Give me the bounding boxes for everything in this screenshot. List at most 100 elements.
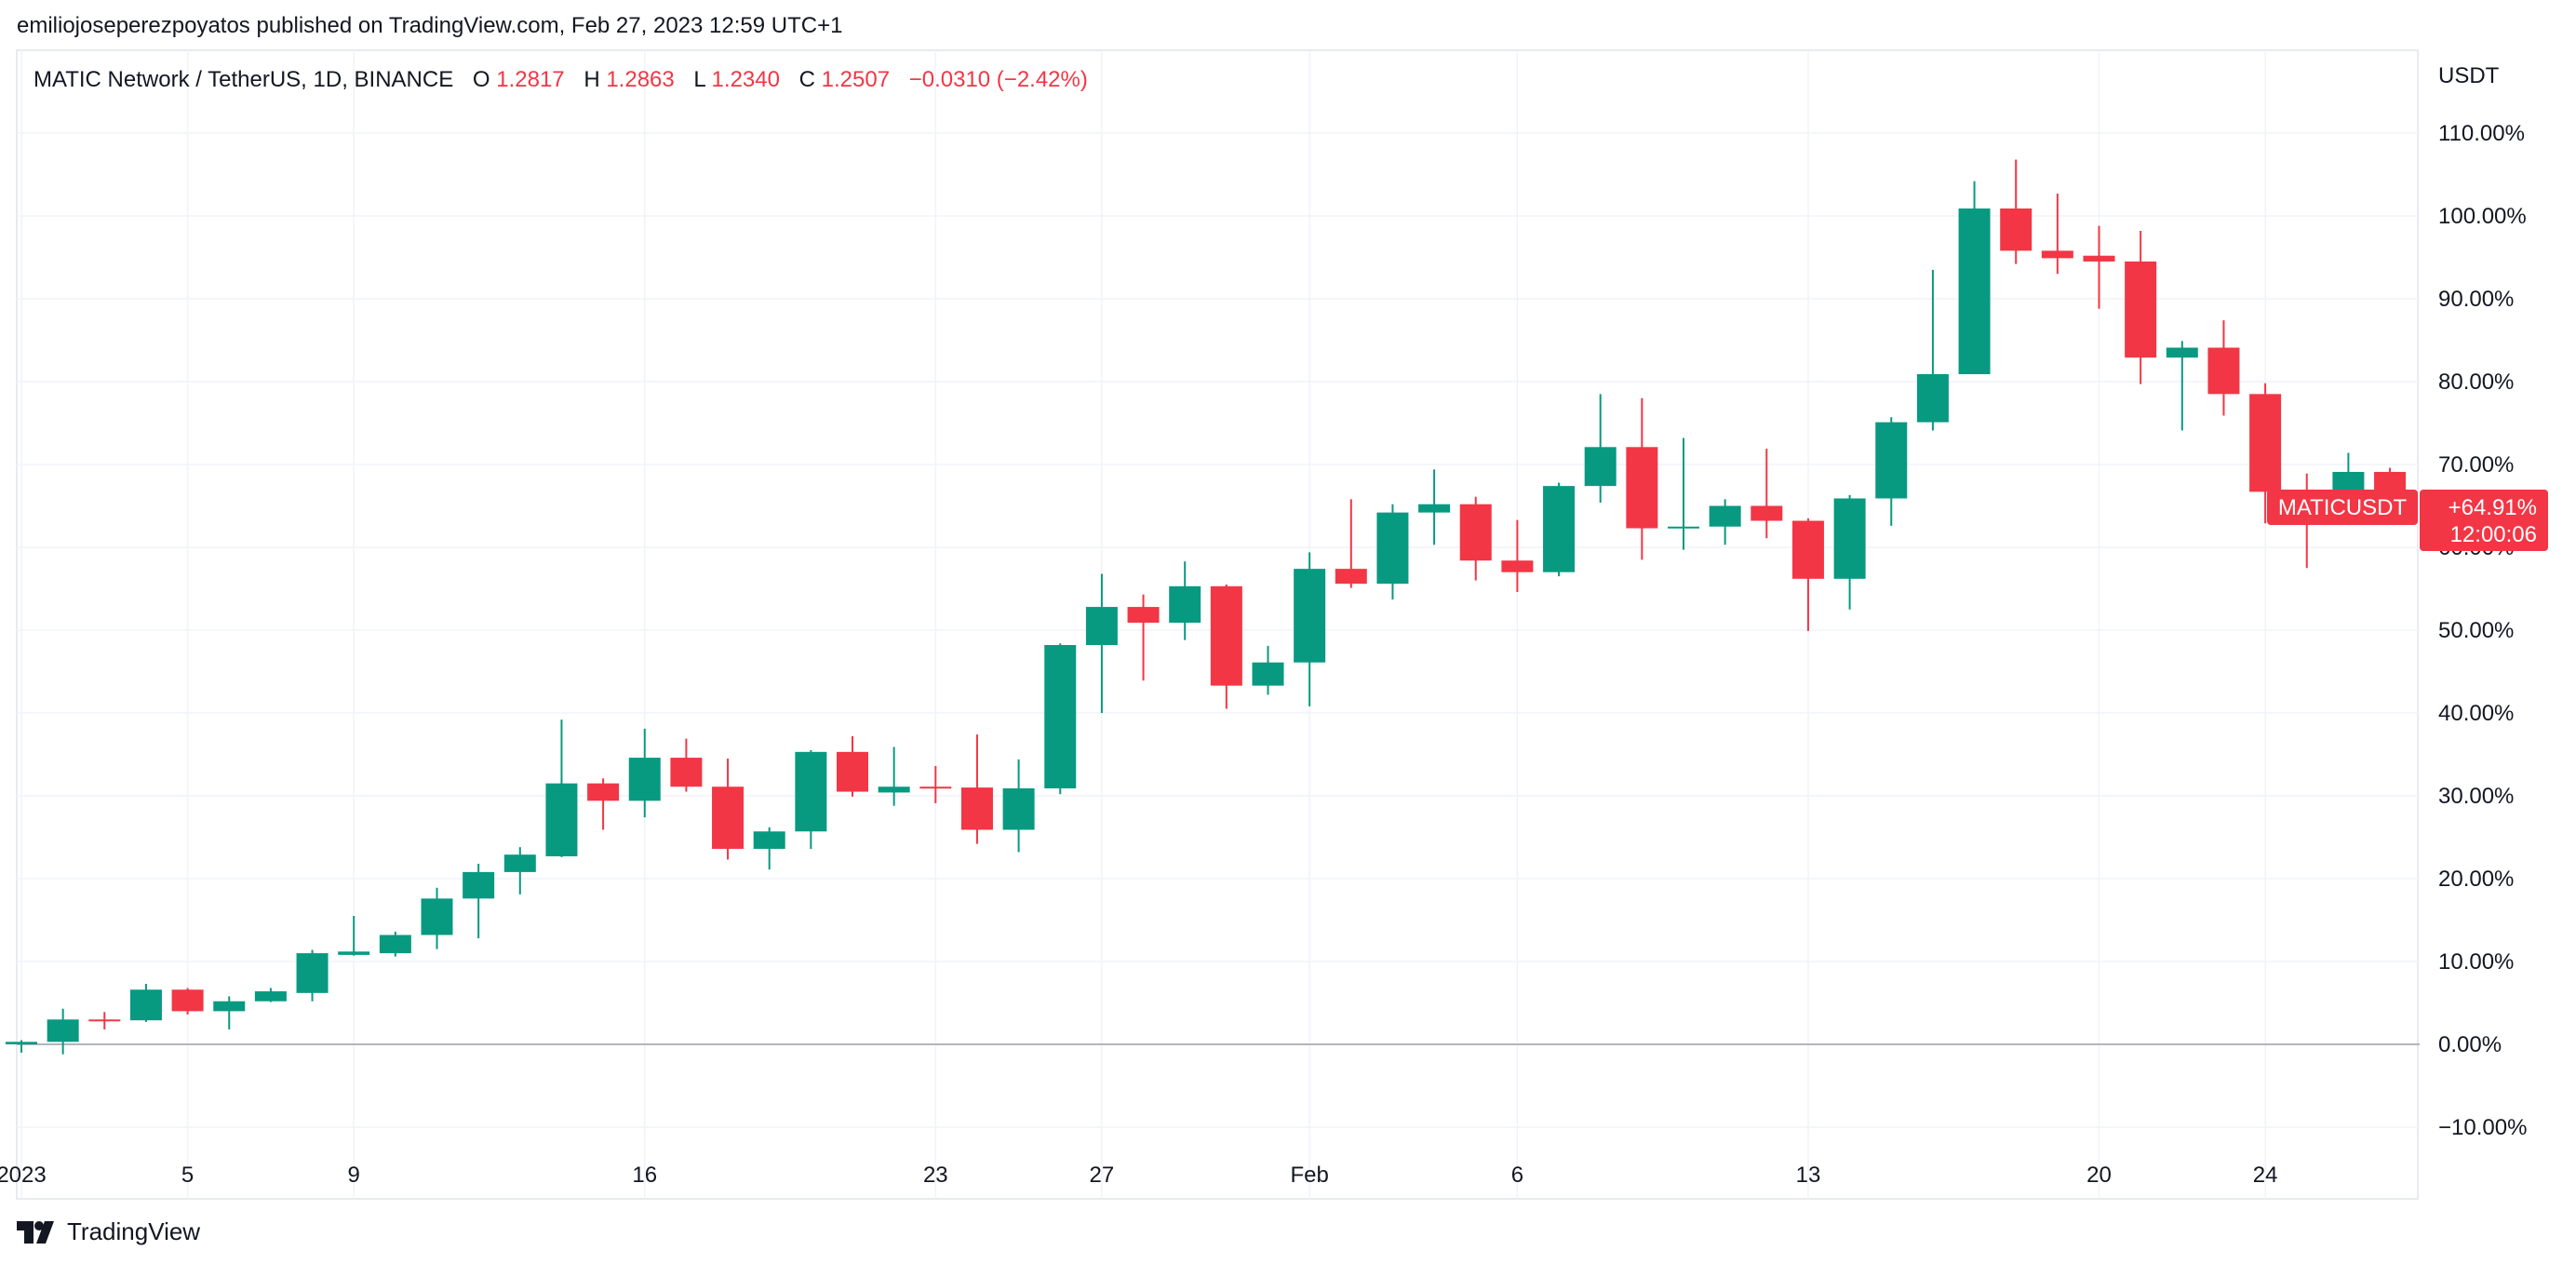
y-tick-label: 20.00% xyxy=(2438,867,2514,892)
symbol-tag xyxy=(2267,490,2418,525)
candle-body xyxy=(421,898,453,935)
candle-up xyxy=(1958,181,1991,374)
candle-body xyxy=(296,953,329,993)
x-tick-label: Feb xyxy=(1290,1163,1328,1188)
legend-open-label: O xyxy=(473,67,490,92)
candle-body xyxy=(2083,255,2115,262)
candle-up xyxy=(795,750,827,849)
candle-up xyxy=(545,719,578,857)
candle-up xyxy=(1709,499,1741,545)
candle-up xyxy=(254,988,287,1002)
y-tick-label: 0.00% xyxy=(2438,1032,2502,1057)
candle-body xyxy=(878,787,910,793)
candle-body xyxy=(1127,607,1160,623)
candle-up xyxy=(1002,759,1035,853)
legend-close-label: C xyxy=(799,67,815,92)
candle-up xyxy=(878,746,910,806)
candle-up xyxy=(503,847,536,894)
legend-high-label: H xyxy=(584,67,599,92)
candle-body xyxy=(1210,585,1242,686)
candle-body xyxy=(587,783,620,801)
candle-up xyxy=(213,996,246,1029)
candle-down xyxy=(88,1012,121,1029)
candle-body xyxy=(1002,787,1035,830)
candle-down xyxy=(2125,231,2157,384)
candle-body xyxy=(2041,250,2073,259)
candle-up xyxy=(1294,552,1326,706)
candle-body xyxy=(463,871,495,899)
plot-frame xyxy=(16,49,2419,1200)
candle-body xyxy=(2166,347,2198,358)
candle-up xyxy=(628,728,661,818)
legend-close-value: 1.2507 xyxy=(822,67,890,92)
x-axis-tick-labels: 2023 5 9 16 23 27 Feb 6 13 20 24 xyxy=(0,1163,2277,1188)
candle-down xyxy=(2000,159,2033,264)
candle-up xyxy=(47,1008,79,1055)
x-tick-label: 27 xyxy=(1090,1163,1115,1188)
candle-body xyxy=(1376,512,1409,585)
price-tag xyxy=(2420,490,2548,551)
candle-down xyxy=(1501,519,1534,593)
candle-up xyxy=(1044,643,1077,795)
candle-up xyxy=(338,916,370,956)
candle-down xyxy=(1335,499,1367,588)
candle-body xyxy=(1668,526,1699,529)
legend-open-value: 1.2817 xyxy=(496,67,564,92)
candle-body xyxy=(1584,447,1617,487)
candle-body xyxy=(129,989,162,1021)
candle-body xyxy=(960,787,993,830)
x-tick-label: 20 xyxy=(2086,1163,2112,1188)
candle-down xyxy=(2249,383,2282,524)
legend-symbol: MATIC Network / TetherUS, 1D, BINANCE xyxy=(34,67,453,92)
legend-change: −0.0310 (−2.42%) xyxy=(909,67,1088,92)
y-tick-label: 50.00% xyxy=(2438,618,2514,643)
footer-brand: TradingView xyxy=(17,1217,200,1246)
price-tag-value: +64.91% xyxy=(2449,495,2537,520)
y-tick-label: −10.00% xyxy=(2438,1115,2527,1140)
candle-body xyxy=(171,989,204,1012)
y-tick-label: 10.00% xyxy=(2438,949,2514,975)
candle-down xyxy=(960,734,993,844)
horizontal-gridlines xyxy=(17,132,2420,1128)
candle-body xyxy=(753,831,785,849)
x-tick-label: 13 xyxy=(1796,1163,1821,1188)
candle-up xyxy=(379,931,411,957)
candle-body xyxy=(1294,569,1326,663)
candle-up xyxy=(1668,437,1699,550)
candle-up xyxy=(1916,269,1949,431)
y-axis-tick-labels: 110.00%100.00%90.00%80.00%70.00%60.00%50… xyxy=(2438,121,2527,1140)
candle-body xyxy=(338,951,370,955)
candle-body xyxy=(1709,505,1741,527)
candle-up xyxy=(1169,561,1201,640)
candle-up xyxy=(1085,573,1118,713)
candle-up xyxy=(1543,482,1576,577)
candle-body xyxy=(1044,645,1077,788)
candle-body xyxy=(1958,208,1991,374)
candle-body xyxy=(1916,373,1949,423)
y-tick-label: 110.00% xyxy=(2438,121,2525,146)
candle-body xyxy=(1252,662,1284,686)
candle-body xyxy=(2125,261,2157,358)
y-axis-unit-label: USDT xyxy=(2438,63,2500,88)
y-tick-label: 80.00% xyxy=(2438,370,2514,395)
candle-body xyxy=(1501,560,1534,572)
candle-body xyxy=(1875,422,1908,499)
candle-body xyxy=(6,1042,37,1044)
candle-body xyxy=(213,1001,246,1012)
candle-up xyxy=(1376,504,1409,600)
x-tick-label: 16 xyxy=(632,1163,657,1188)
candle-body xyxy=(2207,347,2240,395)
candle-up xyxy=(753,827,785,870)
candle-up xyxy=(6,1040,37,1053)
candle-up xyxy=(1252,645,1284,695)
x-tick-label: 2023 xyxy=(0,1163,47,1188)
candle-down xyxy=(2083,225,2115,309)
candle-down xyxy=(1127,594,1160,681)
candle-body xyxy=(88,1019,121,1022)
legend-high-value: 1.2863 xyxy=(606,67,674,92)
x-tick-label: 23 xyxy=(923,1163,948,1188)
candle-body xyxy=(503,854,536,872)
footer-brand-name: TradingView xyxy=(67,1217,201,1245)
x-tick-label: 5 xyxy=(181,1163,194,1188)
